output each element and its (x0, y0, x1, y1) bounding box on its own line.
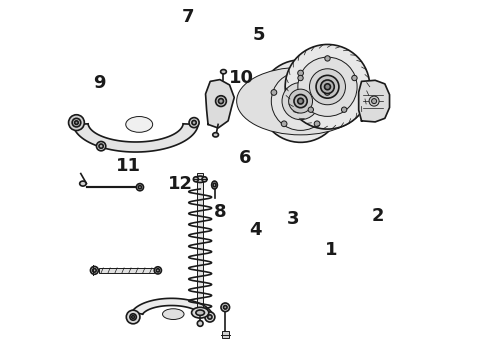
Ellipse shape (69, 115, 84, 131)
Ellipse shape (325, 56, 330, 61)
Ellipse shape (99, 144, 103, 148)
Ellipse shape (294, 95, 307, 108)
Ellipse shape (285, 44, 370, 129)
Ellipse shape (212, 181, 218, 189)
Ellipse shape (74, 121, 78, 125)
Ellipse shape (216, 96, 226, 107)
Text: 12: 12 (168, 175, 193, 193)
Ellipse shape (197, 320, 203, 326)
Ellipse shape (205, 312, 215, 322)
Ellipse shape (237, 67, 365, 135)
Text: 3: 3 (287, 211, 300, 229)
Ellipse shape (213, 133, 219, 137)
Text: 6: 6 (239, 149, 251, 167)
Ellipse shape (282, 82, 319, 120)
Ellipse shape (196, 310, 204, 315)
Ellipse shape (93, 269, 96, 272)
Polygon shape (73, 124, 198, 152)
Ellipse shape (138, 185, 142, 189)
Ellipse shape (126, 310, 140, 324)
Ellipse shape (298, 98, 303, 104)
Bar (221, 331, 229, 338)
Polygon shape (359, 80, 390, 122)
Ellipse shape (192, 307, 209, 318)
Ellipse shape (259, 60, 342, 142)
Text: 2: 2 (371, 207, 384, 225)
Ellipse shape (281, 121, 287, 127)
Ellipse shape (126, 117, 153, 132)
Bar (197, 173, 203, 311)
Ellipse shape (308, 107, 314, 112)
Ellipse shape (91, 266, 98, 274)
Ellipse shape (154, 267, 161, 274)
Ellipse shape (136, 184, 144, 191)
Ellipse shape (371, 99, 377, 104)
Text: 10: 10 (229, 69, 254, 87)
Ellipse shape (324, 84, 330, 90)
Ellipse shape (192, 121, 196, 125)
Ellipse shape (219, 99, 223, 104)
Text: 4: 4 (249, 221, 262, 239)
Text: 8: 8 (214, 203, 226, 221)
Ellipse shape (316, 75, 339, 98)
Ellipse shape (321, 80, 334, 94)
Text: 9: 9 (94, 74, 106, 92)
Text: 11: 11 (116, 157, 141, 175)
Ellipse shape (289, 89, 313, 113)
Ellipse shape (310, 69, 345, 105)
Ellipse shape (352, 75, 357, 81)
Ellipse shape (298, 70, 303, 76)
Ellipse shape (298, 75, 303, 81)
Bar (98, 268, 154, 273)
Text: 7: 7 (181, 8, 194, 26)
Ellipse shape (324, 90, 330, 95)
Ellipse shape (97, 141, 106, 151)
Ellipse shape (132, 316, 135, 319)
Ellipse shape (223, 306, 227, 309)
Polygon shape (205, 80, 234, 128)
Ellipse shape (271, 72, 330, 130)
Ellipse shape (220, 69, 226, 74)
Ellipse shape (195, 176, 205, 183)
Text: 5: 5 (253, 26, 266, 44)
Ellipse shape (189, 118, 199, 128)
Ellipse shape (314, 121, 320, 127)
Ellipse shape (342, 107, 347, 112)
Ellipse shape (80, 181, 86, 186)
Text: 1: 1 (325, 241, 337, 259)
Ellipse shape (208, 315, 212, 319)
Ellipse shape (156, 269, 159, 272)
Ellipse shape (130, 314, 136, 320)
Ellipse shape (202, 177, 207, 182)
Ellipse shape (369, 96, 379, 106)
Ellipse shape (213, 183, 216, 187)
Polygon shape (131, 298, 211, 314)
Ellipse shape (194, 177, 198, 182)
Ellipse shape (221, 303, 230, 312)
Ellipse shape (72, 118, 81, 127)
Ellipse shape (298, 57, 357, 116)
Ellipse shape (163, 309, 184, 319)
Ellipse shape (271, 90, 277, 95)
